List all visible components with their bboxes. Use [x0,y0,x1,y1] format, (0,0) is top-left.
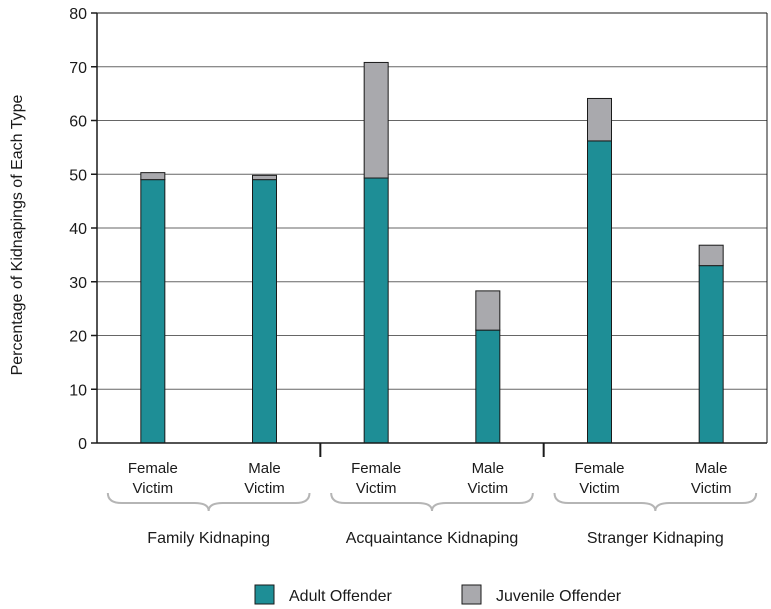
axes [91,12,768,457]
x-category-label: Male Victim [244,460,285,497]
y-tick-label: 40 [69,221,87,238]
x-category-labels: Female Victim Male Victim Female Victim Male Vi… [128,460,732,497]
x-category-label: Male Victim [468,460,509,497]
y-axis-label: Percentage of Kidnapings of Each Type [9,95,26,376]
legend-swatch-adult [254,584,275,605]
group-brace [106,492,311,512]
y-tick-label: 30 [69,275,87,292]
bar-adult-offender [363,177,389,444]
x-category-label: Male Victim [691,460,732,497]
y-tick-label: 10 [69,382,87,399]
legend-swatch-juvenile [461,584,482,605]
group-labels: Family Kidnaping Acquaintance Kidnaping St… [106,492,758,547]
y-tick-label: 60 [69,114,87,131]
bar-juvenile-offender [587,97,612,142]
bar-adult-offender [475,329,501,444]
bar-adult-offender [252,179,277,444]
y-tick-label: 20 [69,329,87,346]
gridlines [97,12,767,390]
group-label: Stranger Kidnaping [587,530,724,547]
bar-juvenile-offender [698,244,724,267]
bar-juvenile-offender [252,174,277,181]
group-brace [330,492,534,512]
y-tick-labels: 0 10 20 30 40 50 60 70 80 [69,6,87,453]
x-category-label: Female Victim [574,460,624,497]
y-tick-label: 50 [69,167,87,184]
bar-adult-offender [587,140,612,444]
group-label: Family Kidnaping [147,530,270,547]
legend-label: Juvenile Offender [496,588,622,605]
legend-label: Adult Offender [289,588,393,605]
x-category-label: Female Victim [351,460,401,497]
group-brace [553,492,758,512]
y-tick-label: 80 [69,6,87,23]
bars [140,61,724,444]
bar-juvenile-offender [140,172,166,181]
bar-juvenile-offender [363,61,389,179]
y-tick-label: 0 [78,436,87,453]
x-category-label: Female Victim [128,460,178,497]
bar-adult-offender [698,265,724,444]
group-label: Acquaintance Kidnaping [346,530,519,547]
legend: Adult Offender Juvenile Offender [254,584,622,605]
bar-juvenile-offender [475,290,501,331]
y-tick-label: 70 [69,60,87,77]
bar-adult-offender [140,179,166,444]
